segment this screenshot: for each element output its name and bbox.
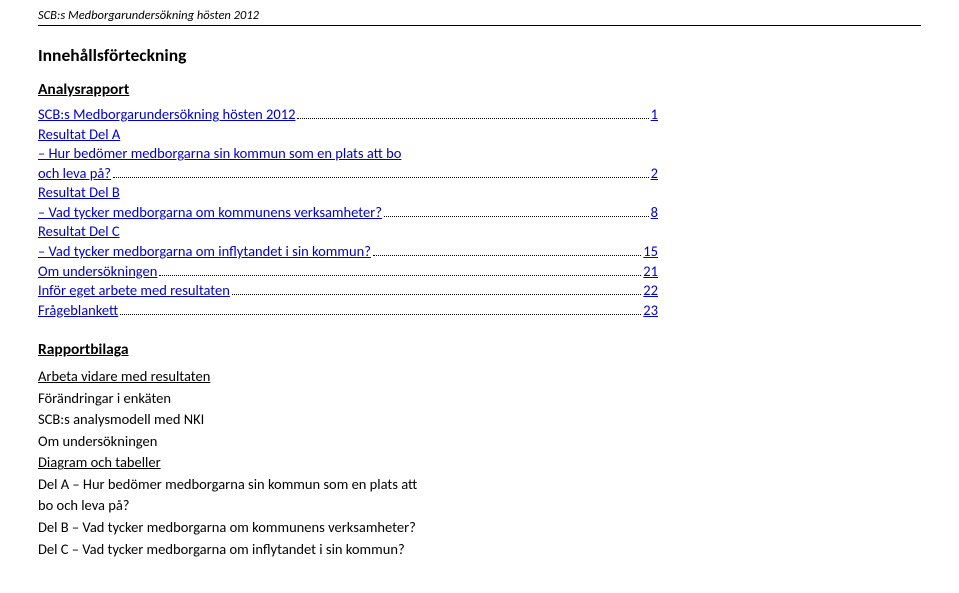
toc-leader <box>232 294 641 295</box>
table-of-contents: SCB:s Medborgarundersökning hösten 2012 … <box>38 105 658 320</box>
toc-link[interactable]: Om undersökningen <box>38 262 157 282</box>
section-heading-rapportbilaga: Rapportbilaga <box>38 340 921 361</box>
header-rule <box>38 25 921 26</box>
toc-leader <box>159 275 641 276</box>
bilaga-line: Del B – Vad tycker medborgarna om kommun… <box>38 518 921 538</box>
running-header: SCB:s Medborgarundersökning hösten 2012 <box>38 8 921 25</box>
toc-page[interactable]: 8 <box>651 203 658 223</box>
toc-section-a-desc-line1[interactable]: – Hur bedömer medborgarna sin kommun som… <box>38 144 658 164</box>
bilaga-line: Förändringar i enkäten <box>38 389 921 409</box>
toc-leader <box>120 314 641 315</box>
bilaga-line: Arbeta vidare med resultaten <box>38 367 921 387</box>
bilaga-line: Del A – Hur bedömer medborgarna sin komm… <box>38 475 921 495</box>
toc-entry: Om undersökningen 21 <box>38 262 658 282</box>
toc-leader <box>297 118 648 119</box>
toc-section-c-title[interactable]: Resultat Del C <box>38 222 658 242</box>
toc-link[interactable]: Inför eget arbete med resultaten <box>38 281 230 301</box>
toc-page[interactable]: 21 <box>643 262 658 282</box>
page-title: Innehållsförteckning <box>38 44 921 66</box>
toc-entry: SCB:s Medborgarundersökning hösten 2012 … <box>38 105 658 125</box>
toc-entry: och leva på? 2 <box>38 164 658 184</box>
bilaga-line: bo och leva på? <box>38 496 921 516</box>
bilaga-line: Del C – Vad tycker medborgarna om inflyt… <box>38 540 921 560</box>
toc-page[interactable]: 23 <box>643 301 658 321</box>
toc-section-b-title[interactable]: Resultat Del B <box>38 183 658 203</box>
toc-section-a-desc-line2[interactable]: och leva på? <box>38 164 111 184</box>
toc-page[interactable]: 22 <box>643 281 658 301</box>
section-heading-analysrapport: Analysrapport <box>38 80 921 99</box>
bilaga-line: Diagram och tabeller <box>38 453 921 473</box>
toc-leader <box>373 255 641 256</box>
toc-entry: – Vad tycker medborgarna om inflytandet … <box>38 242 658 262</box>
rapportbilaga-section: Rapportbilaga Arbeta vidare med resultat… <box>38 340 921 559</box>
toc-entry: Frågeblankett 23 <box>38 301 658 321</box>
toc-entry: – Vad tycker medborgarna om kommunens ve… <box>38 203 658 223</box>
bilaga-line: Om undersökningen <box>38 432 921 452</box>
toc-section-c-desc[interactable]: – Vad tycker medborgarna om inflytandet … <box>38 242 371 262</box>
toc-page[interactable]: 15 <box>643 242 658 262</box>
toc-page[interactable]: 2 <box>651 164 658 184</box>
toc-page[interactable]: 1 <box>651 105 658 125</box>
toc-leader <box>113 177 649 178</box>
document-page: SCB:s Medborgarundersökning hösten 2012 … <box>0 0 959 559</box>
bilaga-line: SCB:s analysmodell med NKI <box>38 410 921 430</box>
toc-section-a-title[interactable]: Resultat Del A <box>38 125 658 145</box>
toc-entry: Inför eget arbete med resultaten 22 <box>38 281 658 301</box>
toc-link[interactable]: Frågeblankett <box>38 301 118 321</box>
toc-section-b-desc[interactable]: – Vad tycker medborgarna om kommunens ve… <box>38 203 382 223</box>
toc-leader <box>384 216 649 217</box>
toc-link[interactable]: SCB:s Medborgarundersökning hösten 2012 <box>38 105 295 125</box>
